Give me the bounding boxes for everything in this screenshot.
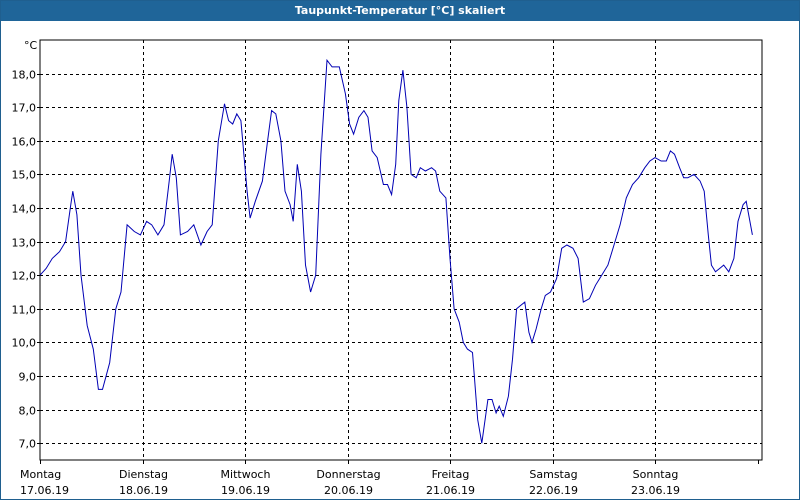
- y-tick-label: 13,0: [12, 237, 37, 250]
- x-tick-label-date: 20.06.19: [324, 484, 373, 497]
- x-tick-label-weekday: Mittwoch: [221, 468, 271, 481]
- chart-title: Taupunkt-Temperatur [°C] skaliert: [1, 1, 799, 21]
- y-tick-label: 15,0: [12, 169, 37, 182]
- x-axis: Montag 17.06.19 Dienstag 18.06.19 Mittwoch 19…: [20, 460, 759, 497]
- x-tick-label-date: 19.06.19: [221, 484, 270, 497]
- y-axis: 7,0 8,0 9,0 10,0 11,0 12,0 13,0 14,0 15,0 16,0 17,…: [12, 69, 40, 451]
- y-axis-unit: °C: [24, 39, 38, 52]
- x-tick-label-date: 21.06.19: [426, 484, 475, 497]
- x-tick-label-date: 22.06.19: [529, 484, 578, 497]
- x-tick-label-date: 17.06.19: [20, 484, 69, 497]
- y-tick-label: 8,0: [19, 405, 37, 418]
- y-tick-label: 11,0: [12, 304, 37, 317]
- x-tick-label-date: 18.06.19: [119, 484, 168, 497]
- y-tick-label: 14,0: [12, 203, 37, 216]
- plot-area-border: [39, 39, 763, 461]
- y-tick-label: 16,0: [12, 136, 37, 149]
- y-tick-label: 7,0: [19, 438, 37, 451]
- x-tick-label-weekday: Dienstag: [119, 468, 168, 481]
- y-tick-label: 10,0: [12, 337, 37, 350]
- x-tick-label-weekday: Samstag: [529, 468, 577, 481]
- x-tick-label-date: 23.06.19: [631, 484, 680, 497]
- series-line: [39, 58, 753, 444]
- y-tick-label: 12,0: [12, 270, 37, 283]
- x-tick-label-weekday: Donnerstag: [316, 468, 380, 481]
- grid-lines: [40, 40, 762, 460]
- x-tick-label-weekday: Sonntag: [633, 468, 679, 481]
- x-tick-label-weekday: Montag: [20, 468, 61, 481]
- x-tick-label-weekday: Freitag: [432, 468, 470, 481]
- y-tick-label: 17,0: [12, 102, 37, 115]
- y-tick-label: 18,0: [12, 69, 37, 82]
- y-tick-label: 9,0: [19, 371, 37, 384]
